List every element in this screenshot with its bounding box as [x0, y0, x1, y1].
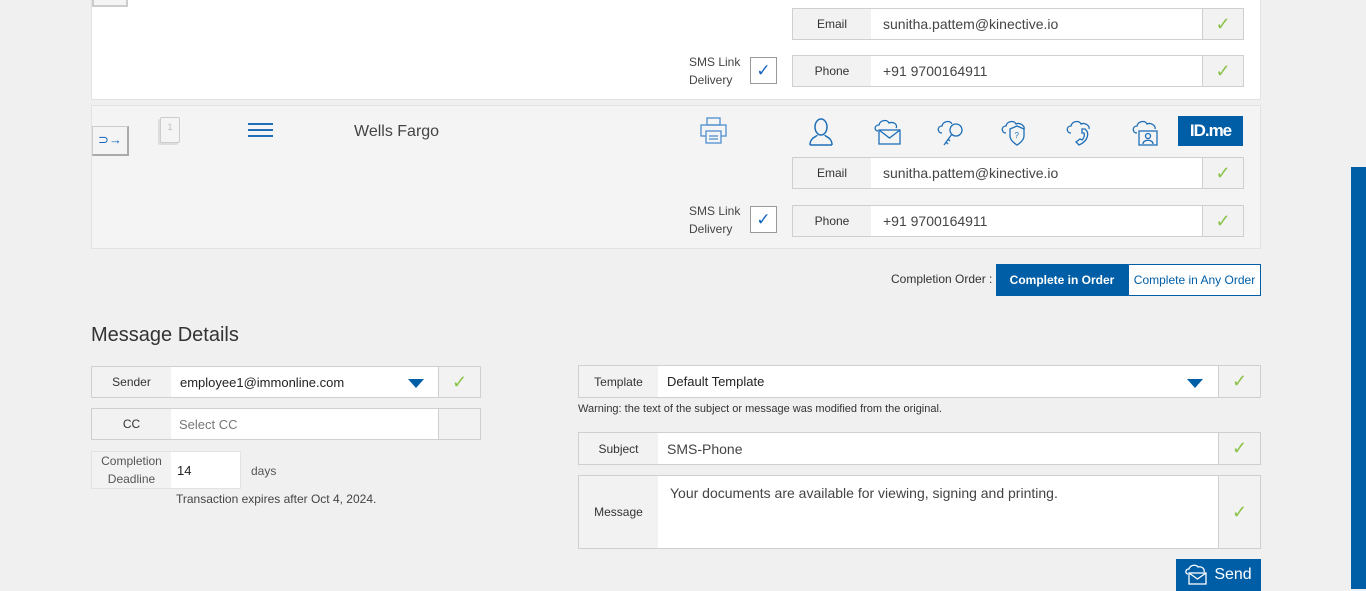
- complete-any-order-button[interactable]: Complete in Any Order: [1128, 264, 1261, 296]
- complete-in-order-button[interactable]: Complete in Order: [996, 264, 1128, 296]
- route-button[interactable]: ⊃→: [92, 126, 129, 156]
- deadline-label: Completion Deadline: [91, 451, 172, 489]
- email-label: Email: [792, 8, 872, 40]
- sms-label-line2: Delivery: [689, 73, 733, 87]
- subject-input[interactable]: SMS-Phone: [658, 432, 1219, 465]
- deadline-label-line2: Deadline: [107, 472, 156, 486]
- send-label: Send: [1214, 566, 1252, 583]
- sms-label-line1: SMS Link: [689, 55, 741, 69]
- dropdown-arrow-icon: [1187, 379, 1203, 388]
- sender-label: Sender: [91, 366, 172, 398]
- message-textarea[interactable]: Your documents are available for viewing…: [658, 475, 1219, 549]
- template-check-icon: ✓: [1219, 365, 1261, 398]
- recipient-name: Wells Fargo: [354, 123, 440, 140]
- svg-text:?: ?: [1015, 131, 1020, 140]
- message-details-title: Message Details: [91, 324, 239, 346]
- deadline-input[interactable]: 14: [171, 451, 241, 489]
- subject-label: Subject: [578, 432, 659, 465]
- cloud-envelope-icon: [1185, 564, 1207, 585]
- sms-label: SMS Link Delivery: [689, 202, 740, 238]
- printer-icon[interactable]: [700, 117, 727, 144]
- completion-order-label: Completion Order :: [891, 272, 993, 286]
- expiry-text: Transaction expires after Oct 4, 2024.: [176, 492, 377, 506]
- idme-button[interactable]: ID.me: [1178, 116, 1243, 146]
- sender-value: employee1@immonline.com: [180, 374, 345, 390]
- sender-select[interactable]: employee1@immonline.com: [171, 366, 439, 398]
- warning-text: Warning: the text of the subject or mess…: [578, 403, 942, 415]
- template-select[interactable]: Default Template: [658, 365, 1219, 398]
- phone-label: Phone: [792, 205, 872, 237]
- cloud-shield-icon[interactable]: ?: [1001, 119, 1029, 147]
- phone-check-icon: ✓: [1203, 55, 1244, 87]
- dropdown-arrow-icon: [408, 379, 424, 388]
- message-label: Message: [578, 475, 659, 549]
- deadline-label-line1: Completion: [101, 454, 162, 468]
- cloud-key-icon[interactable]: [937, 119, 965, 147]
- sms-checkbox[interactable]: ✓: [750, 57, 777, 84]
- email-check-icon: ✓: [1203, 8, 1244, 40]
- template-label: Template: [578, 365, 659, 398]
- cc-label: CC: [91, 408, 172, 440]
- cloud-id-photo-icon[interactable]: [1132, 119, 1160, 147]
- merge-arrow-icon: ⊃→: [98, 132, 122, 147]
- cc-input[interactable]: Select CC: [171, 408, 439, 440]
- sender-check-icon: ✓: [439, 366, 481, 398]
- subject-check-icon: ✓: [1219, 432, 1261, 465]
- person-icon[interactable]: [808, 118, 834, 146]
- phone-input[interactable]: +91 9700164911: [871, 55, 1203, 87]
- email-label: Email: [792, 157, 872, 189]
- email-input[interactable]: sunitha.pattem@kinective.io: [871, 157, 1203, 189]
- sms-label: SMS Link Delivery: [689, 53, 740, 89]
- phone-label: Phone: [792, 55, 872, 87]
- sms-label-line1: SMS Link: [689, 204, 741, 218]
- phone-check-icon: ✓: [1203, 205, 1244, 237]
- days-label: days: [251, 464, 277, 478]
- cc-status: [439, 408, 481, 440]
- send-button[interactable]: Send: [1176, 559, 1261, 591]
- phone-input[interactable]: +91 9700164911: [871, 205, 1203, 237]
- document-icon[interactable]: 1: [160, 117, 180, 143]
- message-check-icon: ✓: [1219, 475, 1261, 549]
- template-value: Default Template: [667, 374, 765, 389]
- scrollbar-thumb[interactable]: [1351, 167, 1366, 589]
- menu-icon[interactable]: [248, 123, 273, 137]
- cloud-phone-icon[interactable]: [1066, 119, 1094, 147]
- email-check-icon: ✓: [1203, 157, 1244, 189]
- route-button[interactable]: [92, 0, 128, 7]
- sms-checkbox[interactable]: ✓: [750, 206, 777, 233]
- email-input[interactable]: sunitha.pattem@kinective.io: [871, 8, 1203, 40]
- sms-label-line2: Delivery: [689, 222, 733, 236]
- cloud-email-icon[interactable]: [874, 119, 902, 145]
